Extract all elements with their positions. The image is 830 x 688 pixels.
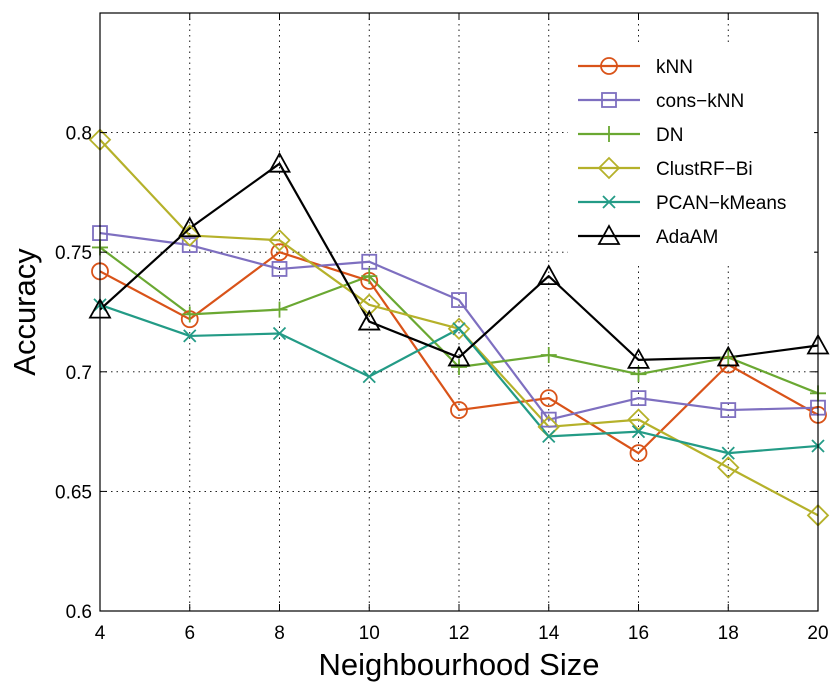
data-point-knn	[539, 389, 558, 408]
x-tick-label: 6	[184, 623, 195, 644]
data-point-pcan-kmeans	[183, 329, 197, 343]
data-point-pcan-kmeans	[272, 326, 287, 341]
data-point-dn	[361, 268, 378, 285]
series-line-cons-knn	[99, 231, 819, 421]
y-axis-label: Accuracy	[7, 248, 42, 376]
axis-tick-labels: 4 6 8 10 12 14 16 18 20 0.6 0.65 0.7 0.75 0.8	[55, 124, 829, 644]
data-point-cons-knn	[630, 390, 647, 407]
legend-marker-pcan-kmeans	[602, 195, 616, 209]
legend-marker-clustrf-bi	[597, 156, 621, 180]
data-point-adaam	[178, 216, 202, 238]
x-tick-label: 4	[95, 623, 106, 644]
data-point-pcan-kmeans	[362, 369, 376, 384]
legend-marker-cons-knn	[601, 92, 617, 108]
x-axis-label: Neighbourhood Size	[319, 647, 600, 682]
series-line-adaam	[99, 162, 819, 361]
data-point-dn	[630, 366, 647, 383]
legend-label-pcan-kmeans: PCAN−kMeans	[656, 193, 786, 214]
x-tick-label: 8	[274, 623, 285, 644]
legend-marker-adaam	[597, 224, 621, 245]
legend-label-adaam: AdaAM	[656, 227, 718, 248]
series-line-knn	[99, 251, 819, 455]
data-point-adaam	[716, 345, 740, 367]
data-point-adaam	[537, 264, 561, 286]
x-tick-label: 12	[448, 623, 469, 644]
data-point-clustrf-bi	[268, 228, 291, 252]
x-tick-label: 10	[359, 623, 380, 644]
data-point-cons-knn	[271, 261, 288, 277]
legend: kNN cons−kNN DN ClustRF−Bi PCAN−kMeans AdaAM	[568, 44, 814, 262]
data-point-clustrf-bi	[447, 317, 471, 341]
data-point-cons-knn	[720, 402, 737, 418]
legend-label-cons-knn: cons−kNN	[656, 91, 744, 112]
data-point-adaam	[447, 345, 471, 367]
y-tick-label: 0.6	[66, 602, 92, 623]
data-point-cons-knn	[540, 411, 557, 428]
data-point-adaam	[267, 151, 292, 173]
legend-label-dn: DN	[656, 125, 683, 146]
data-point-dn	[540, 347, 557, 364]
legend-label-clustrf-bi: ClustRF−Bi	[656, 159, 753, 180]
data-point-knn	[270, 243, 289, 262]
legend-marker-dn	[601, 126, 617, 142]
x-tick-label: 14	[538, 623, 560, 644]
x-tick-label: 20	[807, 623, 828, 644]
data-point-dn	[271, 301, 288, 318]
data-point-pcan-kmeans	[542, 429, 556, 444]
data-point-knn	[629, 444, 648, 463]
data-point-clustrf-bi	[357, 293, 381, 317]
y-tick-label: 0.8	[66, 124, 92, 145]
data-point-pcan-kmeans	[721, 446, 735, 460]
y-tick-label: 0.65	[55, 482, 92, 503]
y-tick-label: 0.75	[55, 243, 92, 264]
x-tick-label: 16	[628, 623, 649, 644]
data-point-clustrf-bi	[716, 456, 740, 479]
data-point-pcan-kmeans	[452, 322, 466, 336]
legend-marker-knn	[600, 57, 618, 75]
axis-ticks	[99, 13, 819, 612]
y-tick-label: 0.7	[66, 363, 92, 384]
legend-label-knn: kNN	[656, 57, 693, 78]
data-point-dn	[181, 306, 198, 323]
data-point-cons-knn	[451, 292, 467, 308]
data-point-dn	[451, 359, 467, 376]
data-point-clustrf-bi	[627, 408, 650, 431]
data-point-pcan-kmeans	[631, 424, 646, 439]
data-point-adaam	[357, 309, 381, 331]
data-point-cons-knn	[181, 237, 198, 253]
data-point-knn	[450, 401, 468, 419]
data-point-adaam	[626, 347, 651, 369]
x-tick-label: 18	[718, 623, 739, 644]
